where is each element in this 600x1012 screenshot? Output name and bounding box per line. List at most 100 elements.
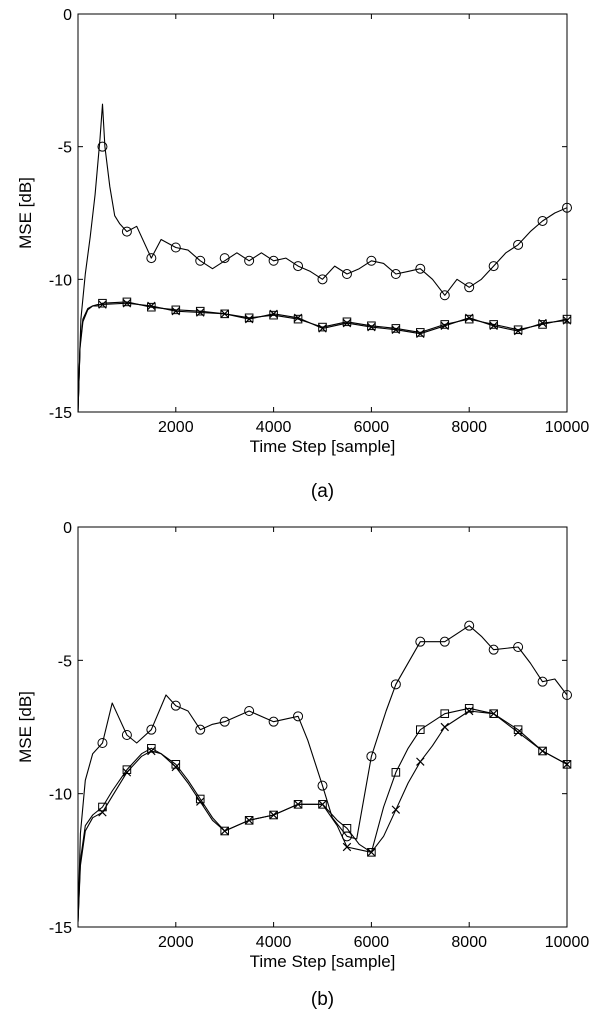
panel-caption: (a) [311,481,334,502]
marker-x [440,722,449,732]
marker-square [220,826,229,836]
marker-circle [366,751,377,762]
marker-circle [244,255,255,266]
marker-x [391,325,401,334]
marker-x [122,298,132,308]
marker-x [464,313,474,323]
marker-x [538,318,547,328]
marker-square [538,746,547,756]
marker-circle [513,239,524,250]
marker-x [196,797,205,806]
chart-panel-b: 0 -5 -10 -15 2000 4000 6000 8000 10000 Time Step … [16,520,589,1010]
marker-square [367,848,376,857]
marker-x [513,326,523,336]
marker-x [464,706,474,716]
x-axis-label: Time Step [sample] [250,952,396,971]
marker-circle [97,738,108,748]
marker-x [489,709,498,718]
marker-circle [488,261,499,272]
marker-circle [562,690,572,700]
marker-circle [170,700,181,711]
marker-x [220,309,229,319]
y-tick-label: 0 [63,520,72,537]
series-line-circle [78,625,567,922]
marker-x [538,746,547,756]
marker-circle [488,644,499,655]
marker-x [318,800,327,809]
marker-circle [464,620,475,631]
series-line-square [78,301,567,412]
y-tick-label: -5 [58,140,72,157]
marker-x [416,329,425,338]
marker-x [196,308,205,317]
marker-square [562,314,572,324]
marker-square [122,765,132,774]
marker-x [562,316,572,325]
marker-x [293,800,303,809]
marker-square [195,306,205,316]
marker-x [269,309,278,319]
marker-x [440,321,449,330]
marker-circle [268,255,279,266]
series-line-cross [78,710,567,922]
marker-x [244,314,254,324]
marker-circle [293,711,304,722]
marker-circle [366,255,377,266]
marker-circle [219,253,230,264]
marker-circle [513,642,524,652]
marker-circle [268,716,279,727]
x-tick-label: 6000 [354,419,390,436]
marker-circle [415,263,426,274]
x-tick-label: 2000 [158,419,194,436]
marker-circle [562,202,572,213]
marker-x [367,848,376,857]
marker-circle [219,716,230,727]
marker-circle [390,679,401,690]
marker-square [391,324,401,333]
marker-x [293,313,303,323]
marker-circle [146,724,157,735]
x-tick-label: 8000 [451,934,487,951]
marker-x [98,808,107,817]
y-axis-label: MSE [dB] [16,691,35,763]
marker-circle [97,141,108,152]
x-tick-label: 4000 [256,934,292,951]
marker-square [98,298,107,308]
marker-circle [146,253,157,264]
panel-caption: (b) [311,989,334,1010]
marker-circle [341,269,352,280]
chart-panel-a: 0 -5 -10 -15 2000 4000 6000 8000 10000 Time Step … [16,7,589,502]
marker-circle [537,676,548,687]
marker-x [171,306,181,316]
marker-x [562,760,572,769]
marker-square [244,816,254,825]
marker-x [122,768,132,777]
marker-circle [170,242,181,253]
marker-circle [317,274,328,285]
marker-square [269,810,278,820]
y-tick-label: -15 [49,405,72,422]
marker-square [122,297,132,307]
series-line-cross [78,302,567,412]
marker-circle [121,226,132,237]
marker-x [98,300,107,309]
x-tick-label: 8000 [451,419,487,436]
plot-area [77,526,568,928]
series-line-circle [78,103,567,412]
x-tick-label: 6000 [354,934,390,951]
marker-x [269,810,278,820]
marker-x [171,762,181,772]
x-axis-label: Time Step [sample] [250,437,396,456]
marker-circle [195,255,206,266]
y-tick-label: -10 [49,787,72,804]
marker-x [244,816,254,825]
marker-circle [317,780,328,791]
x-tick-label: 2000 [158,934,194,951]
marker-circle [293,261,304,272]
marker-square [195,794,205,804]
series-line-square [78,707,567,922]
marker-circle [195,724,206,735]
marker-x [342,842,352,852]
x-tick-label: 10000 [545,934,590,951]
